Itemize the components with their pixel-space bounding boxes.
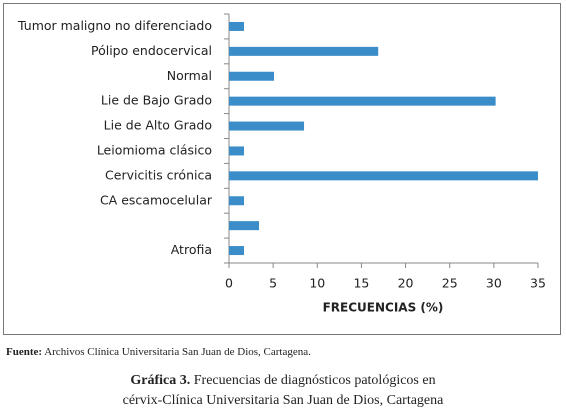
y-tick-label: Tumor maligno no diferenciado <box>17 18 212 33</box>
y-tick-label: Atrofia <box>171 242 212 257</box>
bar <box>229 71 275 81</box>
y-tick-label: Lie de Alto Grado <box>104 118 212 133</box>
bar <box>229 196 245 206</box>
caption-label: Gráfica 3. <box>130 373 190 388</box>
caption-line1: Frecuencias de diagnósticos patológicos … <box>194 373 436 388</box>
y-tick-label: CA escamocelular <box>100 192 213 207</box>
bar <box>229 171 538 181</box>
y-tick-label: Pólipo endocervical <box>91 43 212 58</box>
x-tick-label: 35 <box>530 276 546 291</box>
x-tick-label: 10 <box>309 276 325 291</box>
x-tick-label: 25 <box>442 276 458 291</box>
x-tick-label: 0 <box>225 276 233 291</box>
y-tick-label: Leiomioma clásico <box>97 142 212 157</box>
caption-line2: cérvix-Clínica Universitaria San Juan de… <box>123 393 445 408</box>
bar <box>229 46 379 56</box>
y-tick-label: Lie de Bajo Grado <box>101 93 212 108</box>
bar <box>229 246 245 256</box>
caption: Gráfica 3. Frecuencias de diagnósticos p… <box>130 373 435 388</box>
bar <box>229 121 305 131</box>
source-text: Archivos Clínica Universitaria San Juan … <box>44 346 311 358</box>
chart-frame <box>3 3 561 335</box>
source: Fuente: Archivos Clínica Universitaria S… <box>6 346 311 358</box>
bar <box>229 21 245 31</box>
source-label: Fuente: <box>6 346 42 358</box>
bar <box>229 96 496 106</box>
y-tick-label: Cervicitis crónica <box>105 167 212 182</box>
x-axis-title: FRECUENCIAS (%) <box>323 301 444 315</box>
x-tick-label: 30 <box>486 276 502 291</box>
bar <box>229 146 245 156</box>
x-tick-label: 15 <box>353 276 369 291</box>
x-tick-label: 20 <box>398 276 414 291</box>
bar <box>229 221 260 231</box>
x-tick-label: 5 <box>269 276 277 291</box>
y-tick-label: Normal <box>167 68 212 83</box>
